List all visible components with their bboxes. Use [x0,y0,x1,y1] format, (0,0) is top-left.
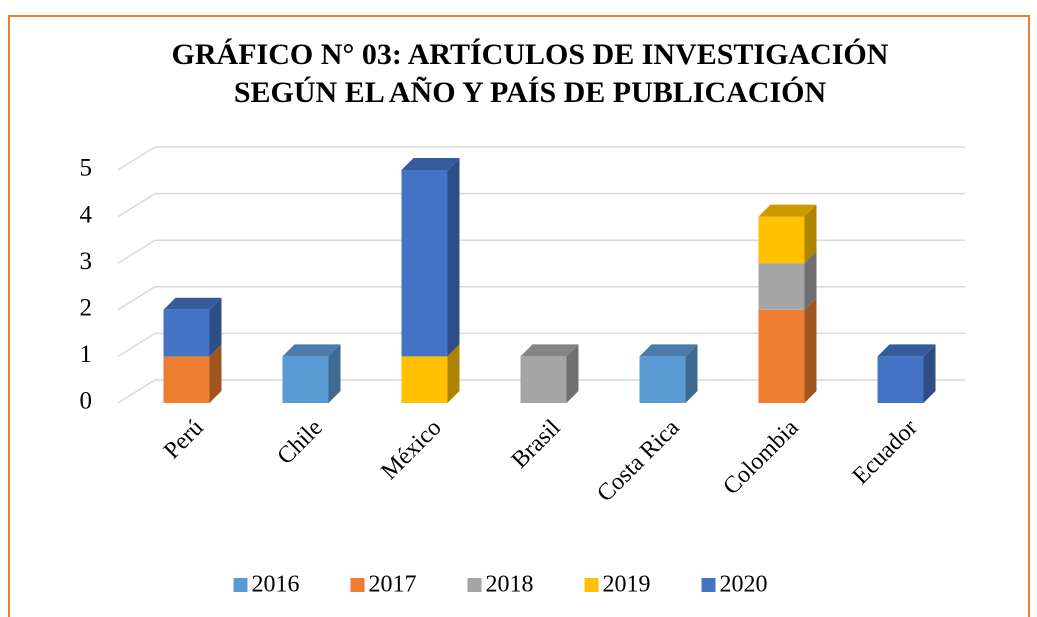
bar-segment-side [328,344,341,403]
bar-segment [520,356,567,403]
bar-segment-top [877,344,936,357]
bar-segment [758,216,805,264]
y-tick-label: 0 [80,388,93,415]
bar-segment [877,356,924,403]
bar-segment-top [520,344,579,357]
chart-title: SEGÚN EL AÑO Y PAÍS DE PUBLICACIÓN [234,76,827,109]
legend-label: 2016 [252,572,300,598]
bar-segment [758,309,805,403]
bar-segment-side [804,251,817,310]
bar-segment-side [804,204,817,264]
bar-segment-top [639,344,698,357]
bar-segment [758,263,805,310]
chart-title: GRÁFICO N° 03: ARTÍCULOS DE INVESTIGACIÓ… [172,38,889,71]
bar-segment-top [163,297,222,310]
bar-segment-side [209,344,222,403]
bar-segment [401,170,448,357]
bar-segment-side [447,158,460,357]
bar-segment-top [758,204,817,217]
legend-swatch [701,578,716,592]
bar-segment [282,356,329,403]
bar-segment-side [566,344,579,403]
legend-swatch [467,578,482,592]
legend-label: 2017 [369,572,417,598]
y-tick-label: 5 [80,155,93,182]
bar-segment-side [804,297,817,403]
grid-line [117,192,156,218]
bar-segment-side [209,297,222,357]
y-tick-label: 1 [80,341,93,368]
legend-label: 2020 [720,572,768,598]
bar-segment [163,309,210,357]
legend-swatch [233,578,248,592]
grid-line [117,286,156,311]
bar-segment [163,356,210,403]
bar-segment [639,356,686,403]
y-tick-label: 4 [80,201,93,228]
y-tick-label: 2 [80,295,93,322]
grid-line [117,379,156,404]
bar-segment-top [282,344,341,357]
bar-segment-side [447,344,460,403]
legend-label: 2019 [603,572,651,598]
legend-swatch [584,578,599,592]
bar-segment [401,356,448,403]
grid-line [117,146,156,171]
legend-swatch [350,578,365,592]
grid-line [117,239,156,264]
grid-line [117,332,156,358]
legend-label: 2018 [486,572,534,598]
y-tick-label: 3 [80,248,93,275]
bar-segment-side [685,344,698,403]
bar-segment-top [401,158,460,170]
bar-segment-side [923,344,936,403]
